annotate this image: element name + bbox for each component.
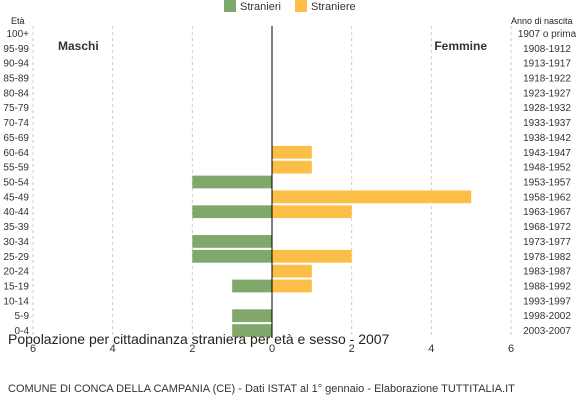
birth-year-label: 1993-1997 xyxy=(523,296,571,307)
age-group-label: 50-54 xyxy=(3,178,29,189)
birth-year-label: 1933-1937 xyxy=(523,118,571,129)
x-tick-label: 0 xyxy=(269,343,275,355)
birth-year-label: 1958-1962 xyxy=(523,192,571,203)
birth-year-label: 1973-1977 xyxy=(523,237,571,248)
bar-male-5-9 xyxy=(232,309,272,323)
age-group-label: 30-34 xyxy=(3,237,29,248)
x-tick-label: 6 xyxy=(30,343,36,355)
left-axis-label: Età xyxy=(11,16,25,26)
bar-female-25-29 xyxy=(272,249,352,263)
bar-male-15-19 xyxy=(232,279,272,293)
x-tick-label: 6 xyxy=(508,343,514,355)
x-tick-label: 4 xyxy=(428,343,434,355)
birth-year-label: 1928-1932 xyxy=(523,103,571,114)
bar-female-15-19 xyxy=(272,279,312,293)
bar-female-45-49 xyxy=(272,190,472,204)
age-group-label: 55-59 xyxy=(3,163,29,174)
bar-male-25-29 xyxy=(192,249,272,263)
birth-year-label: 1923-1927 xyxy=(523,88,571,99)
bar-female-60-64 xyxy=(272,145,312,159)
legend-swatch-stranieri xyxy=(224,0,236,12)
chart-source: COMUNE DI CONCA DELLA CAMPANIA (CE) - Da… xyxy=(8,383,515,395)
birth-year-label: 1918-1922 xyxy=(523,74,571,85)
bar-female-20-24 xyxy=(272,264,312,278)
birth-year-label: 1943-1947 xyxy=(523,148,571,159)
birth-year-label: 1908-1912 xyxy=(523,44,571,55)
age-group-label: 20-24 xyxy=(3,267,29,278)
females-label: Femmine xyxy=(434,39,487,53)
grid-layer xyxy=(32,26,512,338)
bar-male-50-54 xyxy=(192,175,272,189)
right-axis-label: Anno di nascita xyxy=(511,16,573,26)
age-group-label: 85-89 xyxy=(3,74,29,85)
age-group-label: 25-29 xyxy=(3,252,29,263)
birth-year-label: 1938-1942 xyxy=(523,133,571,144)
labels-layer: 6 4 2 0 2 4 6 100+ 1907 o prima 95-99 1908-1912 90-… xyxy=(3,29,576,355)
bars-layer xyxy=(192,145,472,337)
age-group-label: 90-94 xyxy=(3,59,29,70)
bar-male-40-44 xyxy=(192,205,272,219)
legend-label-straniere: Straniere xyxy=(311,1,356,13)
age-group-label: 75-79 xyxy=(3,103,29,114)
birth-year-label: 1963-1967 xyxy=(523,207,571,218)
legend-label-stranieri: Stranieri xyxy=(240,1,281,13)
x-tick-label: 2 xyxy=(349,343,355,355)
age-group-label: 100+ xyxy=(6,29,29,40)
males-label: Maschi xyxy=(58,39,99,53)
age-group-label: 45-49 xyxy=(3,192,29,203)
age-group-label: 10-14 xyxy=(3,296,29,307)
age-group-label: 15-19 xyxy=(3,282,29,293)
bar-male-30-34 xyxy=(192,235,272,248)
bar-female-55-59 xyxy=(272,160,312,174)
age-group-label: 35-39 xyxy=(3,222,29,233)
age-group-label: 0-4 xyxy=(15,326,30,337)
age-group-label: 70-74 xyxy=(3,118,29,129)
bar-female-40-44 xyxy=(272,205,352,219)
age-group-label: 40-44 xyxy=(3,207,29,218)
birth-year-label: 1998-2002 xyxy=(523,311,571,322)
birth-year-label: 1988-1992 xyxy=(523,282,571,293)
age-group-label: 60-64 xyxy=(3,148,29,159)
legend-swatch-straniere xyxy=(295,0,307,12)
age-group-label: 95-99 xyxy=(3,44,29,55)
legend: Stranieri Straniere xyxy=(224,0,356,13)
age-group-label: 65-69 xyxy=(3,133,29,144)
birth-year-label: 1983-1987 xyxy=(523,267,571,278)
birth-year-label: 1978-1982 xyxy=(523,252,571,263)
birth-year-label: 1913-1917 xyxy=(523,59,571,70)
chart-title: Popolazione per cittadinanza straniera p… xyxy=(8,331,390,347)
bar-male-0-4 xyxy=(232,324,272,337)
birth-year-label: 1968-1972 xyxy=(523,222,571,233)
x-tick-label: 4 xyxy=(110,343,116,355)
birth-year-label: 1907 o prima xyxy=(518,29,577,40)
x-tick-label: 2 xyxy=(189,343,195,355)
age-group-label: 80-84 xyxy=(3,88,29,99)
birth-year-label: 1948-1952 xyxy=(523,163,571,174)
birth-year-label: 2003-2007 xyxy=(523,326,571,337)
birth-year-label: 1953-1957 xyxy=(523,178,571,189)
age-group-label: 5-9 xyxy=(15,311,30,322)
